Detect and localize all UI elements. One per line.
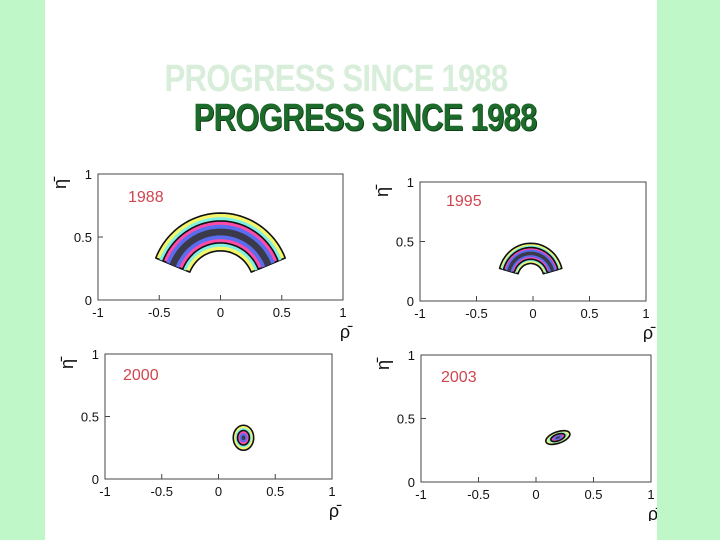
y-axis-label: η̄	[50, 176, 70, 189]
x-tick-label: 0	[215, 484, 222, 499]
year-label: 2003	[441, 369, 477, 386]
y-tick-label: 0.5	[396, 235, 414, 250]
contour-level-4	[505, 249, 557, 272]
x-axis-label: ρ̄	[648, 504, 657, 521]
y-axis-label: η̄	[57, 356, 77, 369]
x-tick-label: -1	[415, 487, 427, 502]
x-tick-label: -0.5	[467, 487, 489, 502]
y-tick-label: 0	[85, 293, 92, 308]
contour-level-5	[507, 251, 555, 272]
chart-panel-2003: 2003 -1 -0.5 0 0.5 1 0 0.5 1 ρ̄ η̄	[363, 346, 661, 524]
y-axis-label: η̄	[373, 357, 393, 370]
x-tick-label: 1	[647, 487, 654, 502]
y-tick-label: 0.5	[81, 410, 99, 425]
year-label: 2000	[123, 367, 159, 384]
contour-chart-1995: 1995 -1 -0.5 0 0.5 1 0 0.5 1 ρ̄ η̄	[372, 175, 656, 343]
title-shadow: PROGRESS SINCE 1988	[164, 58, 509, 100]
year-label: 1995	[446, 193, 482, 210]
contour-chart-2000: 2000 -1 -0.5 0 0.5 1 0 0.5 1 ρ̄ η̄	[57, 347, 342, 521]
y-tick-label: 1	[408, 348, 415, 363]
x-tick-label: 0	[532, 487, 539, 502]
x-axis-label: ρ̄	[340, 322, 353, 342]
x-tick-label: -1	[99, 484, 111, 499]
y-tick-label: 1	[92, 347, 99, 362]
x-tick-label: 0.5	[584, 487, 602, 502]
y-axis-label: η̄	[372, 184, 392, 197]
x-tick-label: 1	[328, 484, 335, 499]
x-tick-label: 1	[642, 306, 649, 321]
x-tick-label: -0.5	[151, 484, 173, 499]
x-axis-label: ρ̄	[329, 501, 342, 520]
contour-level-5	[555, 436, 561, 439]
x-tick-label: -0.5	[148, 305, 170, 320]
chart-panel-1988: 1988 -1 -0.5 0 0.5 1 0 0.5 1 ρ̄ η̄	[45, 162, 357, 342]
y-tick-label: 0	[92, 472, 99, 487]
chart-panel-2000: 2000 -1 -0.5 0 0.5 1 0 0.5 1 ρ̄ η̄	[45, 341, 360, 521]
x-tick-label: 0.5	[580, 306, 598, 321]
y-tick-label: 0.5	[397, 412, 415, 427]
contour-level-5	[241, 435, 246, 440]
x-tick-label: 0	[217, 305, 224, 320]
contour-chart-2003: 2003 -1 -0.5 0 0.5 1 0 0.5 1 ρ̄ η̄	[373, 348, 661, 524]
contour-chart-1988: 1988 -1 -0.5 0 0.5 1 0 0.5 1 ρ̄ η̄	[50, 167, 353, 342]
x-tick-label: -0.5	[465, 306, 487, 321]
x-tick-label: 0.5	[273, 305, 291, 320]
x-tick-label: 0	[529, 306, 536, 321]
y-tick-label: 0	[408, 475, 415, 490]
year-label: 1988	[128, 189, 164, 206]
contour-level-5	[169, 228, 272, 267]
y-tick-label: 1	[407, 175, 414, 190]
page-title: PROGRESS SINCE 1988	[193, 97, 538, 139]
y-tick-label: 1	[85, 167, 92, 182]
x-tick-label: -1	[414, 306, 426, 321]
y-tick-label: 0.5	[74, 230, 92, 245]
x-tick-label: 1	[339, 305, 346, 320]
contour-level-4	[166, 224, 275, 268]
x-tick-label: 0.5	[266, 484, 284, 499]
x-axis-label: ρ̄	[643, 323, 656, 342]
y-tick-label: 0	[407, 294, 414, 309]
x-tick-label: -1	[92, 305, 104, 320]
chart-panel-1995: 1995 -1 -0.5 0 0.5 1 0 0.5 1 ρ̄ η̄	[363, 162, 657, 343]
